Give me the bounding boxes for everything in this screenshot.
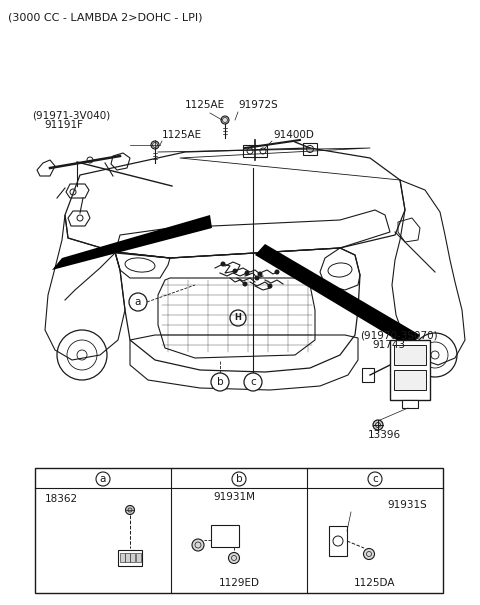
Text: (91971-3V040): (91971-3V040) [32, 110, 110, 120]
FancyBboxPatch shape [394, 345, 426, 365]
Text: 1125AE: 1125AE [185, 100, 225, 110]
FancyBboxPatch shape [390, 340, 430, 400]
Text: 91191F: 91191F [44, 120, 83, 130]
Circle shape [363, 549, 374, 560]
Text: 1125AE: 1125AE [162, 130, 202, 140]
Text: b: b [216, 377, 223, 387]
Text: 18362: 18362 [45, 494, 78, 504]
FancyBboxPatch shape [130, 553, 135, 562]
Circle shape [228, 552, 240, 563]
Circle shape [368, 472, 382, 486]
FancyBboxPatch shape [118, 550, 142, 566]
Circle shape [268, 284, 272, 288]
Text: 1129ED: 1129ED [218, 578, 260, 588]
Circle shape [125, 506, 134, 514]
Circle shape [275, 270, 279, 274]
Text: b: b [236, 474, 242, 484]
Circle shape [192, 539, 204, 551]
Circle shape [255, 276, 259, 280]
Circle shape [96, 472, 110, 486]
FancyBboxPatch shape [120, 553, 124, 562]
Text: 1125DA: 1125DA [354, 578, 396, 588]
Text: a: a [135, 297, 141, 307]
Circle shape [211, 373, 229, 391]
Polygon shape [255, 244, 420, 348]
Text: c: c [250, 377, 256, 387]
Text: (3000 CC - LAMBDA 2>DOHC - LPI): (3000 CC - LAMBDA 2>DOHC - LPI) [8, 12, 203, 22]
Text: 91972S: 91972S [238, 100, 278, 110]
FancyBboxPatch shape [211, 525, 239, 547]
Text: H: H [235, 313, 241, 322]
FancyBboxPatch shape [329, 526, 347, 556]
Circle shape [221, 262, 225, 266]
FancyBboxPatch shape [125, 553, 130, 562]
FancyBboxPatch shape [362, 368, 374, 382]
Text: 91400D: 91400D [273, 130, 314, 140]
FancyBboxPatch shape [402, 400, 418, 408]
Text: 13396: 13396 [368, 430, 401, 440]
Circle shape [373, 420, 383, 430]
Circle shape [258, 272, 262, 276]
Circle shape [243, 282, 247, 286]
Circle shape [232, 472, 246, 486]
Text: 91931S: 91931S [387, 500, 427, 510]
FancyBboxPatch shape [35, 468, 443, 593]
Text: a: a [100, 474, 106, 484]
FancyBboxPatch shape [394, 370, 426, 390]
Polygon shape [52, 215, 212, 270]
Text: 91743: 91743 [372, 340, 405, 350]
Circle shape [151, 141, 159, 149]
Text: (91970-3S070): (91970-3S070) [360, 330, 438, 340]
Circle shape [233, 269, 237, 273]
Circle shape [244, 373, 262, 391]
Text: c: c [372, 474, 378, 484]
Text: 91931M: 91931M [213, 492, 255, 502]
Circle shape [129, 293, 147, 311]
Circle shape [221, 116, 229, 124]
FancyBboxPatch shape [135, 553, 141, 562]
Circle shape [245, 271, 249, 275]
